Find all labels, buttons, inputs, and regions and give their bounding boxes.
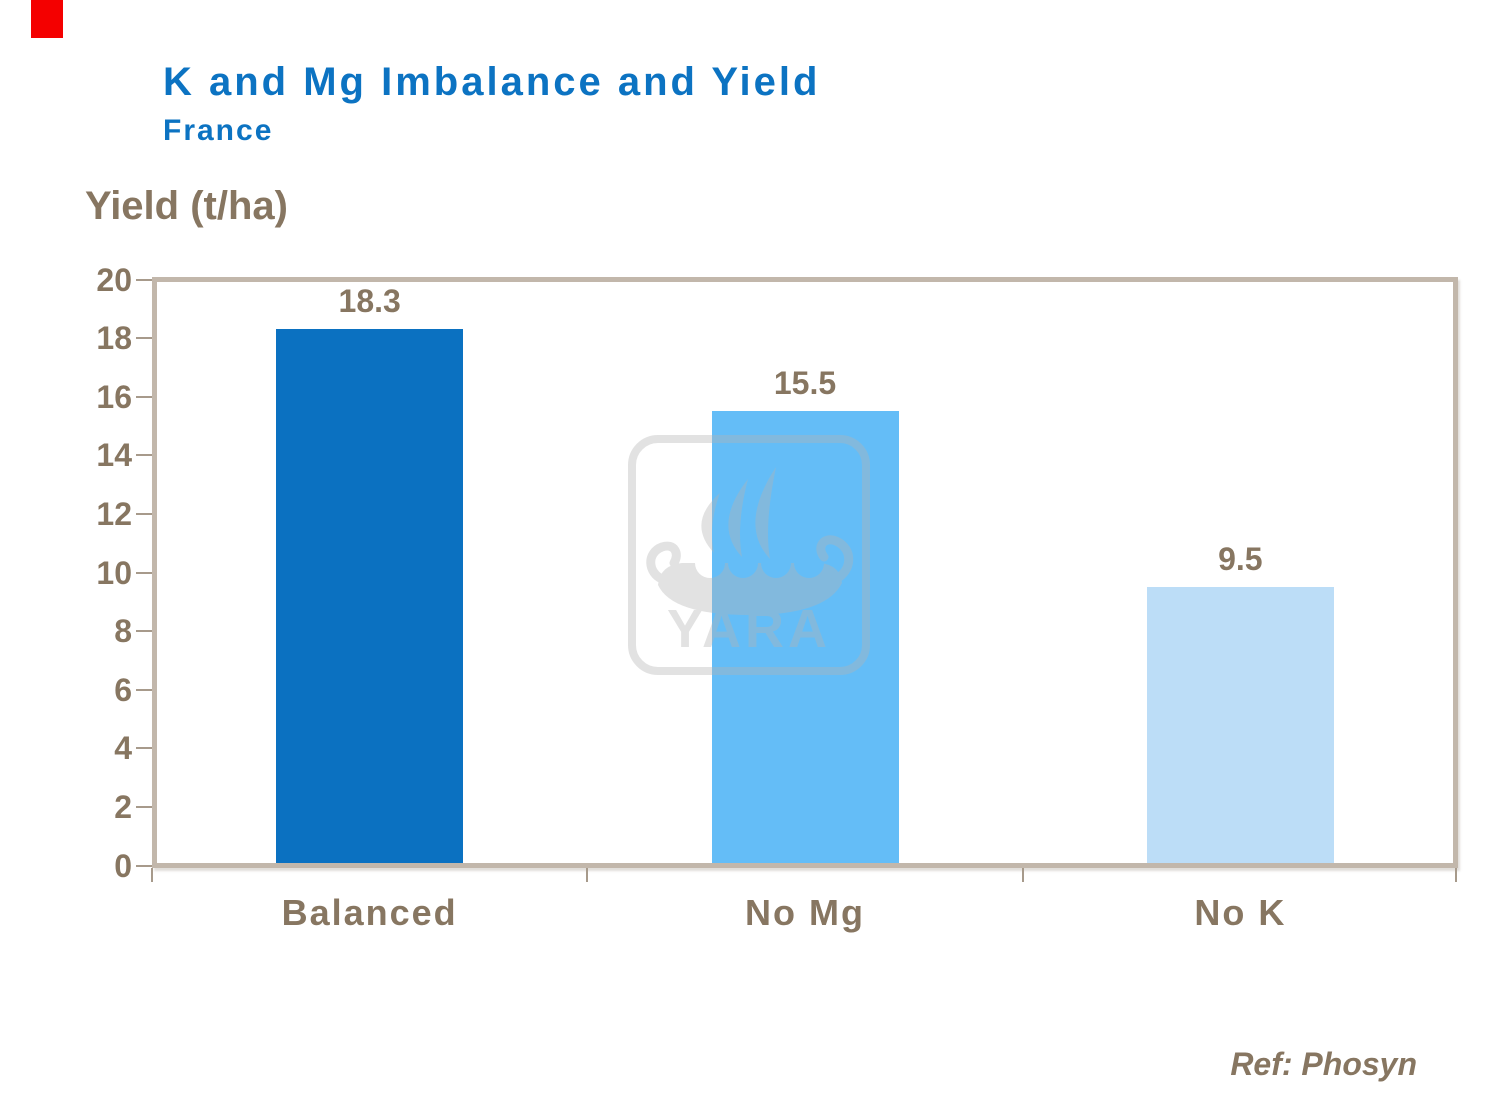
- ship-sail-icon: [701, 493, 720, 553]
- y-tick-label: 16: [96, 378, 132, 415]
- viking-ship-icon: [646, 467, 854, 615]
- x-axis-tick-mark: [1021, 868, 1024, 882]
- ship-prow-icon: [816, 535, 854, 584]
- y-tick-mark: [136, 630, 152, 633]
- ship-stern-icon: [646, 541, 681, 584]
- bar-value-label: 9.5: [1218, 541, 1263, 577]
- y-tick-mark: [136, 571, 152, 574]
- x-axis-tick-mark: [1455, 868, 1457, 882]
- bar-balanced: [276, 329, 464, 863]
- y-tick-label: 2: [114, 788, 132, 825]
- y-tick-mark: [136, 688, 152, 691]
- x-category-label: Balanced: [281, 892, 458, 933]
- y-tick-mark: [136, 337, 152, 340]
- y-tick-mark: [136, 454, 152, 457]
- y-tick-mark: [136, 395, 152, 398]
- bar-no-k: [1146, 587, 1334, 863]
- x-category-label: No K: [1194, 892, 1287, 933]
- y-tick-label: 6: [114, 671, 132, 708]
- red-corner-tab: [31, 0, 63, 38]
- y-tick-label: 20: [96, 261, 132, 298]
- yara-watermark-logo: YARA: [628, 435, 870, 675]
- reference-text: Ref: Phosyn: [1230, 1046, 1417, 1082]
- y-tick-label: 0: [114, 847, 132, 884]
- y-tick-label: 12: [96, 495, 132, 532]
- y-tick-label: 10: [96, 554, 132, 591]
- chart-title: K and Mg Imbalance and Yield: [163, 60, 821, 104]
- y-tick-mark: [136, 864, 152, 867]
- y-tick-label: 14: [96, 437, 132, 474]
- chart-subtitle: France: [163, 114, 274, 147]
- bar-no-mg: [711, 411, 899, 863]
- x-category-label: No Mg: [745, 892, 865, 933]
- ship-hull-icon: [658, 563, 842, 615]
- watermark-frame: [628, 435, 870, 675]
- watermark-text: YARA: [667, 599, 831, 659]
- bar-value-label: 15.5: [773, 365, 837, 401]
- x-axis-tick-mark: [586, 868, 589, 882]
- y-tick-label: 18: [96, 320, 132, 357]
- y-tick-label: 4: [114, 730, 132, 767]
- y-axis-title: Yield (t/ha): [85, 184, 288, 228]
- ship-sail-icon: [728, 479, 748, 557]
- y-tick-mark: [136, 805, 152, 808]
- y-tick-mark: [136, 747, 152, 750]
- ship-sail-icon: [755, 467, 776, 559]
- y-tick-mark: [136, 512, 152, 515]
- y-tick-label: 8: [114, 613, 132, 650]
- y-tick-mark: [136, 278, 152, 281]
- bar-value-label: 18.3: [338, 283, 401, 319]
- x-axis-tick-mark: [151, 868, 153, 882]
